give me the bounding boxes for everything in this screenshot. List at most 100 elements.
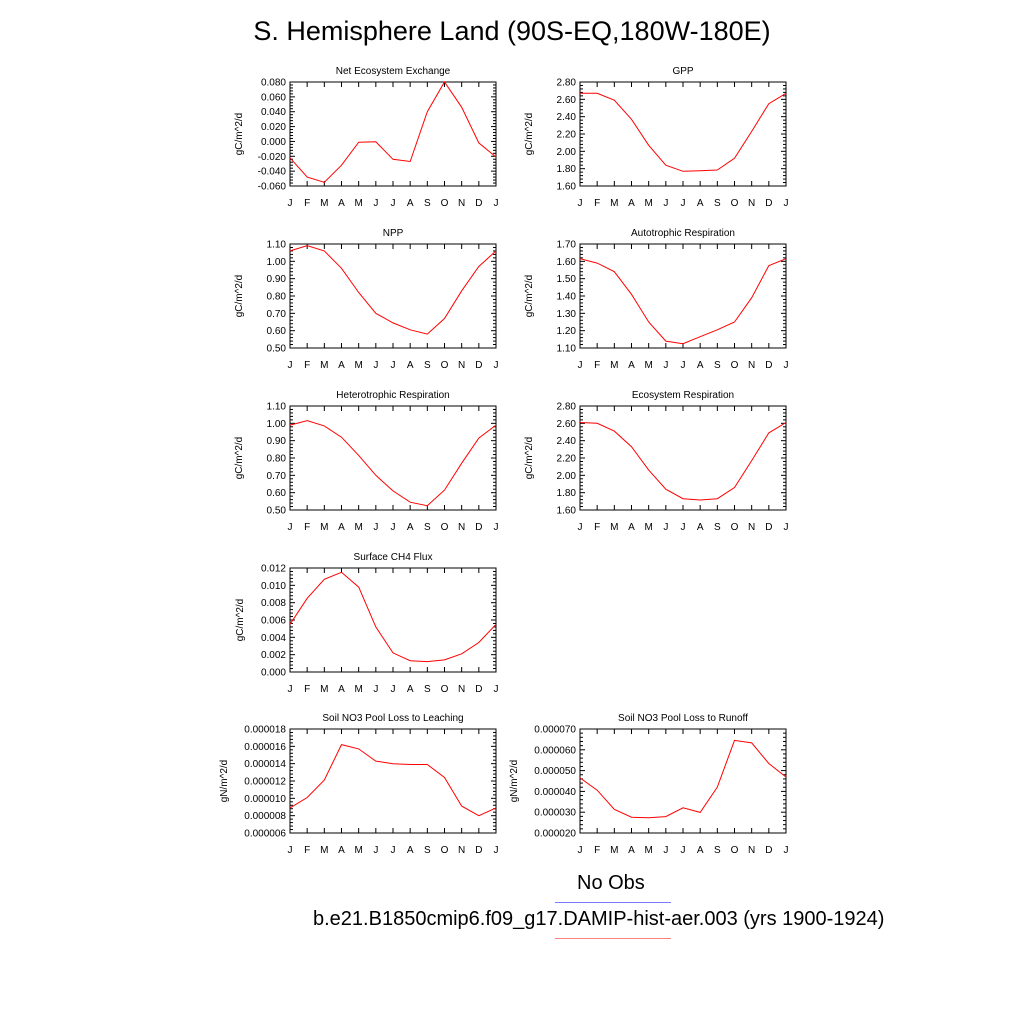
chart-4-title: Autotrophic Respiration xyxy=(631,228,735,239)
chart-4-y-tick-label: 1.30 xyxy=(557,309,577,320)
chart-1-x-tick-label: J xyxy=(288,198,293,209)
chart-9-title: Soil NO3 Pool Loss to Runoff xyxy=(618,713,748,724)
chart-4-y-tick-label: 1.50 xyxy=(557,274,577,285)
chart-7-x-tick-label: M xyxy=(320,684,328,695)
chart-6-x-tick-label: J xyxy=(663,522,668,533)
chart-6-x-tick-label: M xyxy=(644,522,652,533)
chart-6-x-tick-label: A xyxy=(697,522,704,533)
chart-7-x-tick-label: F xyxy=(304,684,310,695)
chart-6-y-tick-label: 2.80 xyxy=(557,402,577,413)
chart-7-x-tick-label: J xyxy=(373,684,378,695)
chart-1-x-tick-label: F xyxy=(304,198,310,209)
chart-7-y-tick-label: 0.012 xyxy=(261,564,286,575)
chart-1-x-tick-label: J xyxy=(494,198,499,209)
chart-9-x-tick-label: N xyxy=(748,845,755,856)
chart-8-x-tick-label: J xyxy=(494,845,499,856)
chart-9-y-tick-label: 0.000040 xyxy=(534,787,576,798)
page-title: S. Hemisphere Land (90S-EQ,180W-180E) xyxy=(253,16,771,46)
chart-9-x-tick-label: M xyxy=(644,845,652,856)
chart-7-x-tick-label: J xyxy=(391,684,396,695)
chart-5-x-tick-label: M xyxy=(354,522,362,533)
chart-5-x-tick-label: J xyxy=(373,522,378,533)
chart-1-x-tick-label: N xyxy=(458,198,465,209)
chart-4-x-tick-label: F xyxy=(594,360,600,371)
chart-5-y-axis-label: gC/m^2/d xyxy=(234,437,245,480)
chart-8-x-tick-label: N xyxy=(458,845,465,856)
chart-1-y-axis-label: gC/m^2/d xyxy=(234,113,245,156)
chart-1-x-tick-label: M xyxy=(354,198,362,209)
chart-6-x-tick-label: O xyxy=(731,522,739,533)
chart-9-x-tick-label: A xyxy=(697,845,704,856)
chart-1-x-tick-label: S xyxy=(424,198,431,209)
chart-8-y-tick-label: 0.000006 xyxy=(244,829,286,840)
chart-2-x-tick-label: A xyxy=(628,198,635,209)
chart-3-series-line xyxy=(289,245,497,335)
chart-8-y-tick-label: 0.000016 xyxy=(244,742,286,753)
legend-obs-label: No Obs xyxy=(577,872,645,894)
chart-2-x-tick-label: O xyxy=(731,198,739,209)
chart-2-plot-frame xyxy=(579,81,787,187)
chart-2-y-tick-label: 2.40 xyxy=(557,112,577,123)
chart-7-y-tick-label: 0.010 xyxy=(261,581,286,592)
chart-5-y-tick-label: 0.60 xyxy=(267,488,287,499)
chart-6-title: Ecosystem Respiration xyxy=(632,390,734,401)
chart-5-x-tick-label: M xyxy=(320,522,328,533)
chart-1-x-tick-label: D xyxy=(475,198,482,209)
chart-7-series-line xyxy=(289,571,497,663)
chart-7-x-tick-label: A xyxy=(338,684,345,695)
chart-5-title: Heterotrophic Respiration xyxy=(336,390,449,401)
chart-5-x-tick-label: F xyxy=(304,522,310,533)
chart-2-y-tick-label: 2.60 xyxy=(557,95,577,106)
chart-9-x-tick-label: J xyxy=(784,845,789,856)
chart-6-x-tick-label: J xyxy=(784,522,789,533)
chart-1-y-tick-label: 0.040 xyxy=(261,107,286,118)
chart-6-y-tick-label: 2.00 xyxy=(557,471,577,482)
chart-4-x-tick-label: J xyxy=(681,360,686,371)
chart-5-x-tick-label: J xyxy=(288,522,293,533)
chart-5-y-tick-label: 0.70 xyxy=(267,471,287,482)
chart-4-x-tick-label: A xyxy=(628,360,635,371)
chart-8-x-tick-label: D xyxy=(475,845,482,856)
chart-7-y-tick-label: 0.006 xyxy=(261,616,286,627)
chart-3-plot-frame xyxy=(289,243,497,349)
legend-obs-line xyxy=(555,902,671,903)
chart-7-y-tick-label: 0.008 xyxy=(261,598,286,609)
chart-8-x-tick-label: M xyxy=(320,845,328,856)
chart-4-y-tick-label: 1.60 xyxy=(557,257,577,268)
chart-6-x-tick-label: S xyxy=(714,522,721,533)
chart-6-x-tick-label: A xyxy=(628,522,635,533)
chart-9-x-tick-label: D xyxy=(765,845,772,856)
chart-4-y-tick-label: 1.40 xyxy=(557,292,577,303)
chart-8-title: Soil NO3 Pool Loss to Leaching xyxy=(322,713,463,724)
chart-8-y-tick-label: 0.000010 xyxy=(244,794,286,805)
chart-5-series-line xyxy=(289,420,497,507)
legend-model-line xyxy=(555,938,671,939)
chart-2-y-tick-label: 1.60 xyxy=(557,182,577,193)
chart-2-y-tick-label: 2.20 xyxy=(557,130,577,141)
chart-7-x-tick-label: N xyxy=(458,684,465,695)
chart-6-y-axis-label: gC/m^2/d xyxy=(524,437,535,480)
chart-3-y-tick-label: 1.00 xyxy=(267,257,287,268)
chart-4-x-tick-label: J xyxy=(663,360,668,371)
chart-8-x-tick-label: S xyxy=(424,845,431,856)
chart-6-x-tick-label: J xyxy=(681,522,686,533)
chart-2-x-tick-label: A xyxy=(697,198,704,209)
chart-8-x-tick-label: J xyxy=(391,845,396,856)
chart-1-y-tick-label: 0.080 xyxy=(261,78,286,89)
chart-5-x-tick-label: J xyxy=(494,522,499,533)
chart-2-x-tick-label: J xyxy=(784,198,789,209)
chart-2-x-tick-label: D xyxy=(765,198,772,209)
chart-5-y-tick-label: 1.00 xyxy=(267,419,287,430)
chart-7-x-tick-label: O xyxy=(441,684,449,695)
chart-3-title: NPP xyxy=(383,228,404,239)
chart-2-y-tick-label: 2.00 xyxy=(557,147,577,158)
chart-2-y-tick-label: 1.80 xyxy=(557,164,577,175)
chart-8-y-tick-label: 0.000014 xyxy=(244,759,286,770)
chart-3-x-tick-label: M xyxy=(354,360,362,371)
chart-2-title: GPP xyxy=(672,66,693,77)
chart-2-x-tick-label: J xyxy=(578,198,583,209)
chart-9-x-tick-label: F xyxy=(594,845,600,856)
chart-8-y-axis-label: gN/m^2/d xyxy=(219,760,230,803)
chart-8-x-tick-label: J xyxy=(288,845,293,856)
chart-5-x-tick-label: O xyxy=(441,522,449,533)
